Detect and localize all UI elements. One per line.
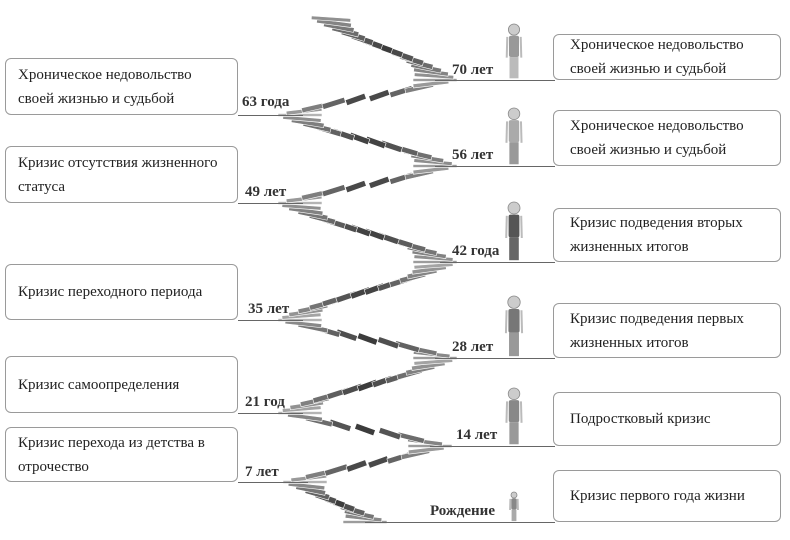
age-label: 70 лет [452, 62, 494, 78]
connector-line [440, 262, 555, 263]
stair-step [344, 92, 367, 107]
stair-step [284, 319, 323, 329]
age-label: 28 лет [452, 339, 494, 355]
stair-step [412, 165, 450, 175]
connector-line [238, 413, 303, 414]
stair-step [287, 481, 326, 491]
crisis-text: Кризис подведения вторых жизненных итого… [570, 215, 743, 255]
age-label: 21 год [245, 394, 285, 410]
person-figure [505, 387, 523, 445]
right-crisis-box: Хроническое недовольство своей жизнью и … [553, 110, 781, 166]
age-label: 56 лет [452, 147, 494, 163]
crisis-text: Кризис подведения первых жизненных итого… [570, 310, 744, 351]
age-label: 42 года [452, 243, 500, 259]
left-crisis-box: Кризис отсутствия жизненного статуса [5, 146, 238, 203]
left-crisis-box: Кризис переходного периода [5, 264, 238, 320]
connector-line [430, 446, 555, 447]
person-figure [505, 23, 523, 79]
age-label: 63 года [242, 94, 290, 110]
crisis-text: Кризис самоопределения [18, 376, 180, 393]
crisis-text: Кризис отсутствия жизненного статуса [18, 154, 218, 195]
stair-step [413, 358, 454, 366]
connector-line [238, 203, 303, 204]
stair-step [344, 179, 367, 194]
left-crisis-box: Кризис перехода из детства в отрочество [5, 427, 238, 482]
stair-step [368, 88, 391, 103]
stair-step [378, 427, 402, 441]
right-crisis-box: Кризис подведения вторых жизненных итого… [553, 208, 781, 262]
stair-step [281, 203, 322, 211]
crisis-text: Кризис переходного периода [18, 284, 203, 300]
age-label: 35 лет [248, 301, 290, 317]
connector-line [365, 522, 555, 523]
right-crisis-box: Хроническое недовольство своей жизнью и … [553, 34, 781, 80]
stair-step [321, 184, 347, 198]
stair-step [310, 15, 352, 23]
stair-step [377, 336, 400, 350]
age-label: 49 лет [245, 184, 287, 200]
age-label: Рождение [430, 503, 495, 519]
crisis-text: Хроническое недовольство своей жизнью и … [570, 118, 744, 158]
person-figure [504, 295, 524, 357]
age-label: 7 лет [245, 464, 279, 480]
stair-step [368, 175, 391, 190]
age-label: 14 лет [456, 427, 498, 443]
right-crisis-box: Подростковый кризис [553, 392, 781, 446]
right-crisis-box: Кризис первого года жизни [553, 470, 781, 522]
connector-line [435, 80, 555, 81]
stair-step [407, 445, 445, 455]
connector-line [238, 320, 303, 321]
connector-line [435, 358, 555, 359]
crisis-text: Кризис перехода из детства в отрочество [18, 434, 205, 475]
crisis-text: Кризис первого года жизни [570, 488, 745, 504]
person-figure [505, 201, 523, 261]
left-crisis-box: Хроническое недовольство своей жизнью и … [5, 58, 238, 115]
crisis-text: Хроническое недовольство своей жизнью и … [18, 66, 192, 107]
stair-step [354, 422, 376, 437]
stair-step [282, 115, 322, 123]
crisis-text: Подростковый кризис [570, 411, 711, 427]
stair-step [287, 412, 323, 422]
stair-step [321, 96, 347, 110]
crisis-text: Хроническое недовольство своей жизнью и … [570, 37, 744, 77]
left-crisis-box: Кризис самоопределения [5, 356, 238, 413]
stair-step [356, 332, 379, 346]
connector-line [238, 482, 308, 483]
person-figure [505, 107, 523, 165]
connector-line [238, 115, 303, 116]
right-crisis-box: Кризис подведения первых жизненных итого… [553, 303, 781, 358]
stair-step [345, 459, 368, 473]
person-figure [509, 491, 519, 522]
connector-line [435, 166, 555, 167]
stair-step [413, 262, 454, 270]
